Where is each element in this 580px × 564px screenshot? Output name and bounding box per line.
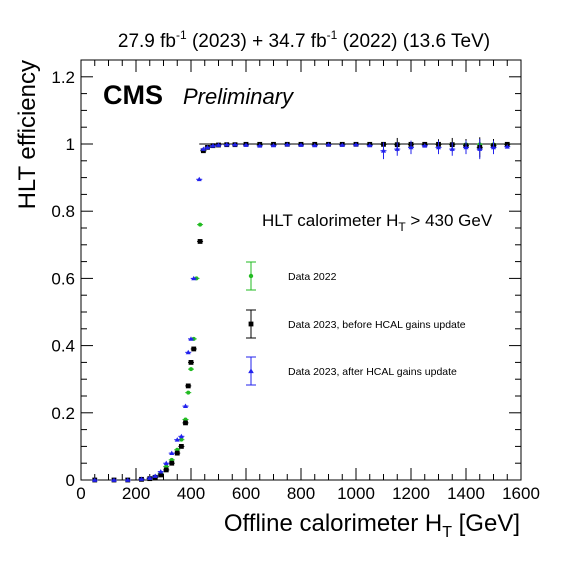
data-point [200,146,206,151]
data-point [353,142,359,147]
data-point [138,476,145,481]
data-point [152,473,158,478]
x-tick-label: 1600 [502,484,540,503]
x-tick-label: 600 [232,484,260,503]
data-point [224,142,230,147]
lumi-label: 27.9 fb-1 (2023) + 34.7 fb-1 (2022) (13.… [118,28,490,52]
data-point [339,142,345,147]
data-point [185,349,191,355]
data-point [298,142,304,147]
series-1 [91,142,511,482]
legend-marker [248,321,254,327]
data-point [188,336,194,341]
data-point [163,460,169,466]
data-point [191,346,197,352]
data-point [394,146,400,151]
x-tick-label: 0 [76,484,85,503]
data-point [183,420,188,426]
data-point [92,477,98,482]
data-point [189,367,193,372]
data-point [367,142,373,148]
data-point [312,142,318,148]
axis-ticks [80,59,522,481]
data-point [182,403,189,408]
y-tick-label: 0.4 [51,337,75,356]
data-point [284,142,290,147]
data-point [158,469,164,474]
data-point [197,239,203,244]
legend: Data 2022 Data 2023, before HCAL gains up… [246,261,466,386]
x-tick-label: 200 [122,484,150,503]
data-point [179,437,184,442]
trigger-cut-label: HLT calorimeter HT > 430 GeV [262,211,493,234]
data-point [169,450,175,456]
data-point [325,142,332,147]
data-point [232,142,238,147]
data-point [174,450,180,456]
legend-label: Data 2023, after HCAL gains update [288,366,457,378]
cms-label: CMS [103,80,163,110]
data-point [257,143,263,148]
legend-label: Data 2023, before HCAL gains update [288,319,466,331]
plot-frame [80,59,522,481]
data-point [380,148,387,153]
data-point [198,222,203,227]
series-3 [91,138,511,482]
y-tick-label: 0.2 [51,404,75,423]
data-point [210,143,216,148]
x-tick-label: 1200 [392,484,430,503]
legend-marker [248,368,254,374]
data-point [186,390,191,395]
data-point [449,146,455,151]
data-point [125,477,131,482]
y-tick-label: 1.2 [51,68,75,87]
data-point [215,142,222,147]
data-point [196,176,202,182]
legend-label: Data 2022 [288,271,337,283]
x-tick-label: 800 [287,484,315,503]
axis-tick-labels: 0 200 400 600 800 1000 1200 1400 1600 0 0.2 0.4 0.6 0… [51,68,540,503]
data-point [111,477,117,482]
x-axis-title: Offline calorimeter HT [GeV] [224,510,520,541]
data-point [169,460,175,466]
preliminary-label: Preliminary [183,84,295,109]
y-tick-label: 0 [66,471,75,490]
data-points [91,137,511,483]
data-point [477,146,483,151]
data-point [191,275,197,281]
x-tick-label: 1400 [447,484,485,503]
y-axis-title: HLT efficiency [14,60,41,209]
data-point [158,472,164,478]
data-point [147,475,153,480]
x-tick-label: 1000 [337,484,375,503]
data-point [408,144,414,150]
data-point [422,143,428,148]
data-point [178,433,184,439]
data-point [178,444,184,449]
data-point [243,142,249,147]
y-tick-label: 1 [66,135,75,154]
y-tick-label: 0.8 [51,202,75,221]
data-point [504,144,510,149]
data-point [174,437,180,442]
data-point [204,144,211,150]
legend-marker [248,273,254,279]
y-tick-label: 0.6 [51,269,75,288]
data-point [463,144,469,150]
x-tick-label: 400 [177,484,205,503]
data-point [490,144,497,150]
series-2 [91,137,511,483]
data-point [270,142,277,148]
data-point [163,467,169,473]
data-point [188,360,194,365]
data-point [435,144,442,150]
data-point [185,383,191,389]
